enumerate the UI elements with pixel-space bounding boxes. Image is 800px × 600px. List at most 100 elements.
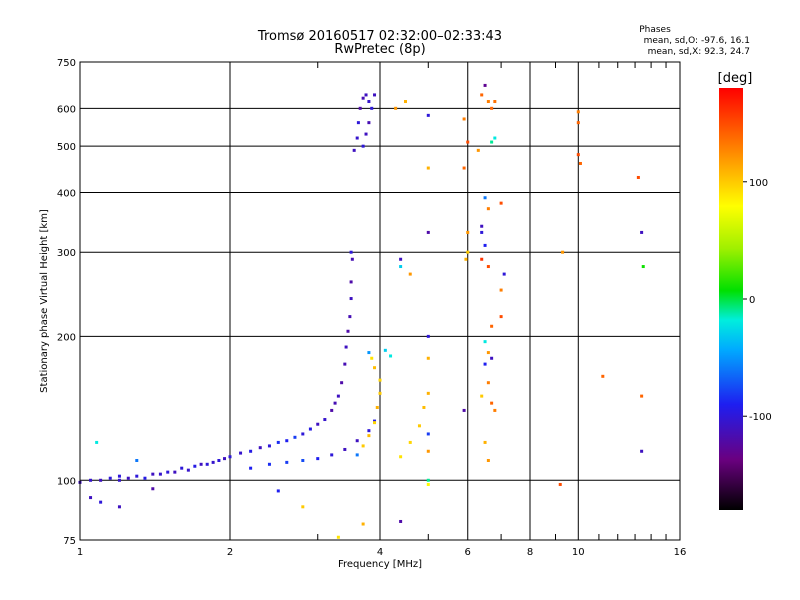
data-point xyxy=(502,272,506,276)
data-point xyxy=(336,535,340,539)
data-point xyxy=(408,440,412,444)
data-point xyxy=(499,201,503,205)
stats-o-line: mean, sd,O: -97.6, 16.1 xyxy=(644,36,750,46)
data-point xyxy=(426,478,430,482)
data-point xyxy=(89,496,93,500)
data-point xyxy=(373,421,377,425)
data-point xyxy=(486,458,490,462)
data-point xyxy=(399,265,403,269)
data-point xyxy=(426,432,430,436)
data-point xyxy=(373,93,377,97)
data-point xyxy=(640,394,644,398)
x-tick-label: 10 xyxy=(572,547,585,558)
y-tick-label: 750 xyxy=(57,58,76,69)
data-point xyxy=(636,175,640,179)
data-point xyxy=(361,444,365,448)
data-point xyxy=(308,427,312,431)
data-point xyxy=(340,381,344,385)
x-tick-label: 4 xyxy=(377,547,383,558)
stats-heading: Phases xyxy=(639,25,671,35)
data-point xyxy=(558,482,562,486)
data-point xyxy=(493,136,497,140)
data-point xyxy=(186,468,190,472)
data-point xyxy=(378,378,382,382)
data-point xyxy=(99,500,103,504)
data-point xyxy=(394,106,398,110)
data-point xyxy=(223,457,227,461)
data-point xyxy=(316,457,320,461)
data-point xyxy=(350,257,354,261)
data-point xyxy=(640,230,644,234)
data-point xyxy=(151,472,155,476)
data-point xyxy=(483,362,487,366)
data-point xyxy=(355,453,359,457)
data-point xyxy=(180,466,184,470)
data-point xyxy=(466,140,470,144)
data-point xyxy=(267,444,271,448)
data-point xyxy=(364,93,368,97)
data-point xyxy=(576,153,580,157)
data-point xyxy=(285,460,289,464)
data-point xyxy=(276,489,280,493)
data-point xyxy=(346,329,350,333)
data-point xyxy=(486,207,490,211)
data-point xyxy=(486,100,490,104)
y-tick-label: 75 xyxy=(63,536,76,547)
data-point xyxy=(367,429,371,433)
data-point xyxy=(373,366,377,370)
data-point xyxy=(490,106,494,110)
data-point xyxy=(343,447,347,451)
data-point xyxy=(276,440,280,444)
data-point xyxy=(285,439,289,443)
data-point xyxy=(422,405,426,409)
data-point xyxy=(426,391,430,395)
data-point xyxy=(349,297,353,301)
data-point xyxy=(323,418,327,422)
colorbar-tick-label: 0 xyxy=(749,295,755,306)
data-point xyxy=(426,230,430,234)
data-point xyxy=(358,106,362,110)
data-point xyxy=(364,132,368,136)
data-point xyxy=(561,250,565,254)
data-point xyxy=(383,348,387,352)
data-point xyxy=(336,394,340,398)
data-point xyxy=(462,166,466,170)
data-point xyxy=(490,356,494,360)
data-point xyxy=(205,462,209,466)
data-point xyxy=(117,474,121,478)
y-tick-label: 300 xyxy=(57,248,76,259)
data-point xyxy=(641,265,645,269)
data-point xyxy=(117,478,121,482)
data-point xyxy=(258,446,262,450)
data-point xyxy=(486,381,490,385)
data-point xyxy=(330,408,334,412)
data-point xyxy=(370,356,374,360)
data-point xyxy=(373,419,377,423)
data-point xyxy=(249,466,253,470)
data-point xyxy=(348,315,352,319)
y-tick-label: 600 xyxy=(57,104,76,115)
data-point xyxy=(355,439,359,443)
data-point xyxy=(426,113,430,117)
data-point xyxy=(344,345,348,349)
data-point xyxy=(193,464,197,468)
data-point xyxy=(99,478,103,482)
data-point xyxy=(466,230,470,234)
data-point xyxy=(480,230,484,234)
data-point xyxy=(417,424,421,428)
data-point xyxy=(426,166,430,170)
data-point xyxy=(301,458,305,462)
data-point xyxy=(426,449,430,453)
x-tick-label: 16 xyxy=(674,547,687,558)
y-axis-ticks: 75 100 200 300 400 500 600 750 xyxy=(57,58,76,547)
data-point xyxy=(361,522,365,526)
data-point xyxy=(143,476,147,480)
colorbar-tick-label: 100 xyxy=(749,178,768,189)
data-point xyxy=(367,434,371,438)
colorbar-tick-label: -100 xyxy=(749,412,772,423)
data-point xyxy=(601,374,605,378)
data-point xyxy=(367,351,371,355)
x-axis-ticks: 1 2 4 6 8 10 16 xyxy=(77,62,687,558)
data-point xyxy=(199,462,203,466)
